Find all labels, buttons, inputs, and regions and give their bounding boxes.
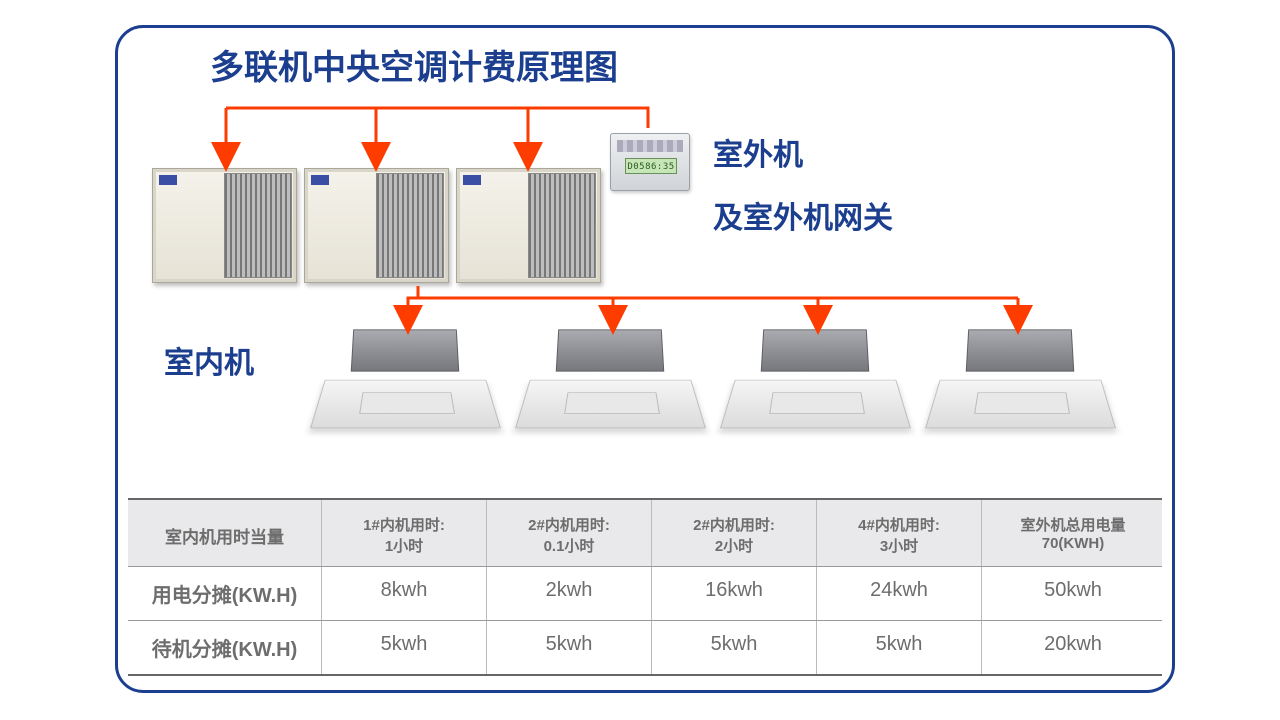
row-label: 用电分摊(KW.H) bbox=[128, 567, 322, 620]
table-row: 待机分摊(KW.H) 5kwh 5kwh 5kwh 5kwh 20kwh bbox=[128, 621, 1162, 676]
label-outdoor-gateway: 及室外机网关 bbox=[713, 193, 893, 237]
table-cell: 8kwh bbox=[322, 567, 487, 620]
table-cell: 5kwh bbox=[817, 621, 982, 674]
table-header-row: 室内机用时当量 1#内机用时:1小时 2#内机用时:0.1小时 2#内机用时:2… bbox=[128, 500, 1162, 567]
meter-reading: D0586:35 bbox=[625, 158, 677, 174]
label-outdoor-unit: 室外机 bbox=[713, 130, 803, 174]
energy-meter-icon: D0586:35 bbox=[610, 133, 690, 191]
table-cell: 16kwh bbox=[652, 567, 817, 620]
table-col-header: 2#内机用时:2小时 bbox=[652, 500, 817, 566]
indoor-unit-icon bbox=[728, 328, 903, 443]
table-cell: 5kwh bbox=[487, 621, 652, 674]
table-row: 用电分摊(KW.H) 8kwh 2kwh 16kwh 24kwh 50kwh bbox=[128, 567, 1162, 621]
table-col-header: 室内机用时当量 bbox=[128, 500, 322, 566]
table-cell: 20kwh bbox=[982, 621, 1164, 674]
indoor-unit-icon bbox=[933, 328, 1108, 443]
outdoor-unit-icon bbox=[304, 168, 449, 283]
diagram-title: 多联机中央空调计费原理图 bbox=[210, 40, 618, 89]
table-cell: 2kwh bbox=[487, 567, 652, 620]
allocation-table: 室内机用时当量 1#内机用时:1小时 2#内机用时:0.1小时 2#内机用时:2… bbox=[128, 498, 1162, 676]
table-col-header: 1#内机用时:1小时 bbox=[322, 500, 487, 566]
table-cell: 5kwh bbox=[652, 621, 817, 674]
label-indoor-unit: 室内机 bbox=[164, 338, 254, 382]
row-label: 待机分摊(KW.H) bbox=[128, 621, 322, 674]
indoor-unit-icon bbox=[318, 328, 493, 443]
table-col-header: 4#内机用时:3小时 bbox=[817, 500, 982, 566]
outdoor-unit-icon bbox=[152, 168, 297, 283]
diagram-frame: 多联机中央空调计费原理图 室外机 及室外机网关 室内机 D0586:35 室内机… bbox=[115, 25, 1175, 693]
table-col-header: 室外机总用电量70(KWH) bbox=[982, 500, 1164, 566]
outdoor-unit-icon bbox=[456, 168, 601, 283]
table-cell: 24kwh bbox=[817, 567, 982, 620]
table-cell: 5kwh bbox=[322, 621, 487, 674]
indoor-unit-icon bbox=[523, 328, 698, 443]
table-cell: 50kwh bbox=[982, 567, 1164, 620]
table-col-header: 2#内机用时:0.1小时 bbox=[487, 500, 652, 566]
